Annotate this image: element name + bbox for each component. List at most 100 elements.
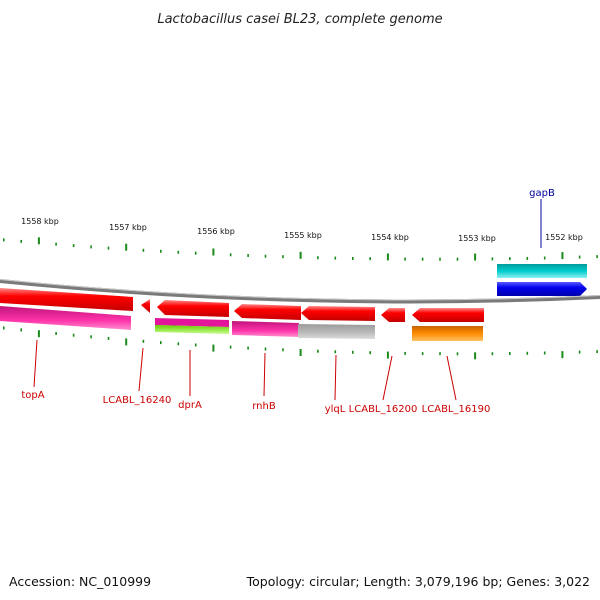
scale-label-1554: 1554 kbp [371,233,409,242]
outer-scale-minor-tick [107,246,110,250]
scale-label-1556: 1556 kbp [197,227,235,236]
outer-scale-minor-tick [543,256,546,260]
outer-scale-minor-tick [282,255,284,259]
inner-scale-major-tick [37,330,40,338]
gene-rnhB-cds[interactable] [232,321,299,337]
outer-scale-minor-tick [3,238,5,242]
gene-gapB-cds[interactable] [497,264,587,278]
gene-LCABL_16200-arrow[interactable] [381,308,405,322]
inner-scale-minor-tick [369,351,371,355]
gene-LCABL_16190-arrow[interactable] [412,308,484,322]
outer-scale-major-tick [37,237,40,245]
inner-scale-minor-tick [282,348,284,352]
outer-scale-major-tick [299,251,302,259]
inner-scale-minor-tick [509,352,511,355]
outer-scale-major-tick [561,252,564,260]
gene-label-gapB[interactable]: gapB [529,188,555,199]
gene-label-LCABL_16200[interactable]: LCABL_16200 [349,404,418,415]
inner-scale-minor-tick [160,341,162,345]
gene-gapB-arrow[interactable] [497,282,587,296]
inner-scale-minor-tick [90,335,92,339]
inner-scale-minor-tick [107,336,110,340]
outer-scale-minor-tick [578,255,581,259]
genome-backbone-highlight [0,279,600,301]
gene-label-topA[interactable]: topA [21,390,44,401]
leader-LCABL_16190 [446,355,457,401]
gene-rnhB-arrow[interactable] [234,304,301,320]
inner-scale-minor-tick [578,350,581,354]
outer-scale-minor-tick [334,256,337,260]
gene-topA-cds[interactable] [0,306,131,330]
gene-label-ylqL[interactable]: ylqL [325,404,346,415]
outer-scale-minor-tick [317,256,319,260]
gene-label-LCABL_16240[interactable]: LCABL_16240 [103,395,172,406]
inner-scale-minor-tick [526,351,529,355]
outer-scale-minor-tick [90,245,92,249]
gene-LCABL_16190-cds[interactable] [412,326,483,341]
outer-scale-minor-tick [229,253,232,257]
gene-topA-arrow[interactable] [0,288,133,311]
inner-scale-minor-tick [317,349,319,353]
outer-scale-minor-tick [596,255,598,259]
inner-scale-major-tick [212,344,215,352]
leader-topA [33,339,38,388]
outer-scale-minor-tick [194,251,197,255]
inner-scale-minor-tick [229,345,232,349]
outer-scale-minor-tick [456,257,459,261]
inner-scale-minor-tick [264,347,267,351]
outer-scale-minor-tick [369,257,371,261]
scale-labels: 1558 kbp 1557 kbp 1556 kbp 1555 kbp 1554… [21,217,583,243]
leader-LCABL_16200 [382,355,393,401]
inner-scale-minor-tick [142,339,145,343]
forward-strand-genes [497,264,587,296]
gene-dprA-cds[interactable] [155,318,229,327]
inner-scale-minor-tick [194,343,197,347]
inner-scale-minor-tick [247,346,249,350]
gene-LCABL_16240-arrow[interactable] [141,299,150,313]
outer-scale-ticks [3,237,598,261]
inner-scale-minor-tick [3,326,5,330]
inner-scale-minor-tick [334,350,337,354]
inner-scale-minor-tick [404,351,406,355]
gene-label-dprA[interactable]: dprA [178,400,202,411]
outer-scale-major-tick [125,243,128,251]
scale-label-1555: 1555 kbp [284,231,322,240]
genome-backbone [0,279,600,304]
inner-scale-minor-tick [421,352,424,356]
gene-ylqL-cds[interactable] [298,324,375,339]
scale-label-1553: 1553 kbp [458,234,496,243]
scale-label-1558: 1558 kbp [21,217,59,226]
inner-scale-minor-tick [596,350,598,354]
inner-scale-major-tick [386,351,389,359]
inner-scale-major-tick [299,349,302,356]
outer-scale-major-tick [212,248,215,256]
reverse-strand-genes [0,288,484,341]
leader-ylqL [334,354,337,401]
gene-dprA-arrow[interactable] [157,300,229,317]
map-title: Lactobacillus casei BL23, complete genom… [157,12,442,27]
label-leaders [33,199,542,401]
gene-ylqL-arrow[interactable] [301,306,375,321]
outer-scale-minor-tick [247,254,249,257]
gene-label-LCABL_16190[interactable]: LCABL_16190 [422,404,491,415]
inner-scale-minor-tick [543,351,546,355]
outer-scale-minor-tick [404,257,406,261]
outer-scale-minor-tick [491,257,494,261]
gene-dprA-feature[interactable] [155,325,229,334]
inner-scale-minor-tick [352,350,354,354]
outer-scale-minor-tick [72,244,75,248]
inner-scale-minor-tick [55,332,57,335]
scale-label-1557: 1557 kbp [109,223,147,232]
leader-LCABL_16240 [138,347,144,392]
outer-scale-minor-tick [20,239,22,243]
outer-scale-minor-tick [177,250,180,254]
outer-scale-minor-tick [160,249,162,253]
outer-scale-minor-tick [421,257,424,261]
outer-scale-minor-tick [509,257,511,261]
inner-scale-minor-tick [439,352,441,356]
outer-scale-minor-tick [526,256,529,260]
inner-scale-minor-tick [491,352,494,356]
outer-scale-minor-tick [352,257,354,260]
gene-label-rnhB[interactable]: rnhB [252,401,276,412]
